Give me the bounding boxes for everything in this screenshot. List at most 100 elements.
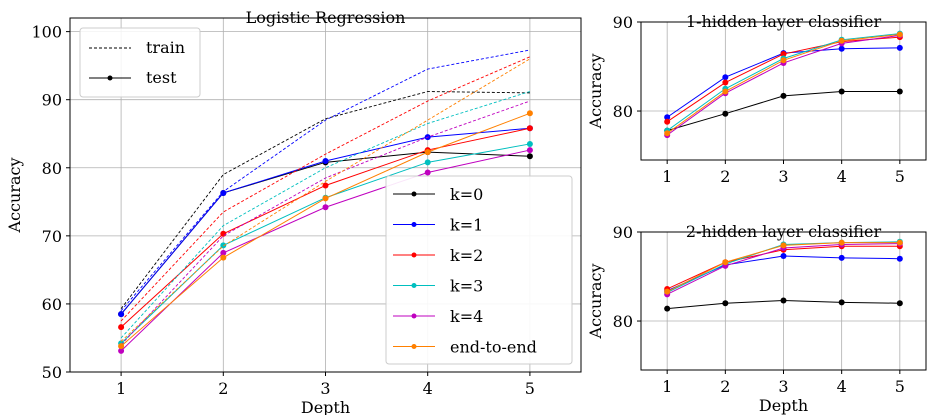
legend-style: train test <box>79 27 201 98</box>
data-point <box>896 300 903 307</box>
y-tick-label: 80 <box>42 159 62 178</box>
series-line <box>120 100 531 346</box>
data-point <box>838 37 845 44</box>
data-point <box>322 195 329 202</box>
data-point <box>722 110 729 117</box>
x-axis-label: Depth <box>301 398 350 415</box>
data-point <box>838 254 845 261</box>
legend-marker <box>411 191 417 197</box>
x-tick-label: 2 <box>720 167 730 186</box>
data-point <box>664 288 671 295</box>
x-tick-label: 5 <box>895 377 905 396</box>
data-point <box>220 242 227 249</box>
data-point <box>220 230 227 237</box>
chart-h2: 1 2 3 4 5 80 90 2-hidden layer classifier Depth A… <box>586 222 927 415</box>
data-point <box>664 114 671 121</box>
x-tick-label: 1 <box>662 377 672 396</box>
data-point <box>118 311 125 318</box>
data-point <box>896 239 903 246</box>
x-tick-label: 4 <box>837 167 847 186</box>
x-tick-label: 5 <box>525 379 535 398</box>
y-tick-label: 50 <box>42 363 62 382</box>
data-point <box>220 254 227 261</box>
y-tick-label: 100 <box>31 23 62 42</box>
chart-title: 1-hidden layer classifier <box>686 12 882 31</box>
data-point <box>526 110 533 117</box>
data-point <box>118 347 125 354</box>
y-tick-label: 60 <box>42 295 62 314</box>
data-point <box>722 74 729 81</box>
x-tick-label: 2 <box>720 377 730 396</box>
legend-label: k=0 <box>450 185 483 204</box>
data-point <box>322 182 329 189</box>
data-point <box>526 153 533 160</box>
legend-label: k=1 <box>450 216 483 235</box>
data-point <box>896 88 903 95</box>
x-tick-label: 4 <box>837 377 847 396</box>
legend-label: test <box>146 68 177 87</box>
y-axis-label: Accuracy <box>586 54 605 130</box>
legend-frame <box>385 175 573 365</box>
data-point <box>780 51 787 58</box>
legend-series: k=0 k=1 k=2 k=3 k=4 end-to-end <box>385 175 573 365</box>
x-tick-label: 3 <box>778 167 788 186</box>
y-tick-label: 90 <box>613 223 633 242</box>
y-tick-label: 80 <box>613 102 633 121</box>
chart-logreg: 1 2 3 4 5 50 60 70 80 90 100 Logistic Regression Dep… <box>5 8 582 415</box>
x-tick-label: 3 <box>778 377 788 396</box>
series-line <box>120 91 531 339</box>
legend-label: k=3 <box>450 277 483 296</box>
data-point <box>722 300 729 307</box>
data-point <box>780 297 787 304</box>
legend-marker <box>411 313 417 319</box>
data-point <box>664 130 671 137</box>
data-point <box>838 88 845 95</box>
data-point <box>424 149 431 156</box>
data-point <box>896 31 903 38</box>
legend-marker <box>411 344 417 349</box>
data-point <box>780 253 787 260</box>
legend-marker <box>411 283 417 288</box>
data-point <box>526 140 533 147</box>
data-point <box>838 299 845 306</box>
data-point <box>780 242 787 249</box>
data-point <box>220 249 227 256</box>
y-axis-label: Accuracy <box>5 158 24 234</box>
data-point <box>722 79 729 86</box>
data-point <box>526 125 533 132</box>
data-point <box>118 343 125 350</box>
data-point <box>780 57 787 64</box>
data-point <box>722 88 729 95</box>
data-point <box>896 255 903 262</box>
data-point <box>838 45 845 52</box>
chart-title: 2-hidden layer classifier <box>686 222 882 241</box>
y-tick-label: 80 <box>613 312 633 331</box>
y-tick-label: 90 <box>42 91 62 110</box>
data-point <box>118 324 125 331</box>
x-tick-label: 3 <box>320 379 330 398</box>
legend-marker <box>107 75 113 81</box>
data-point <box>780 92 787 99</box>
legend-marker <box>411 252 417 258</box>
y-axis-label: Accuracy <box>586 264 605 340</box>
series-line <box>120 56 531 322</box>
legend-label: k=4 <box>450 307 483 326</box>
series-line <box>120 58 531 342</box>
data-point <box>322 157 329 164</box>
y-tick-label: 70 <box>42 227 62 246</box>
x-axis-label: Depth <box>759 396 808 415</box>
data-point <box>424 169 431 176</box>
data-point <box>664 305 671 312</box>
x-tick-label: 1 <box>116 379 126 398</box>
x-tick-label: 2 <box>218 379 228 398</box>
legend-label: k=2 <box>450 246 483 265</box>
chart-title: Logistic Regression <box>246 8 406 27</box>
data-point <box>526 147 533 154</box>
series-line <box>120 91 530 309</box>
data-point <box>220 189 227 196</box>
x-tick-label: 4 <box>423 379 433 398</box>
x-tick-label: 5 <box>895 167 905 186</box>
data-point <box>722 259 729 266</box>
chart-h1: 1 2 3 4 5 80 90 1-hidden layer classifier Accura… <box>586 12 927 186</box>
